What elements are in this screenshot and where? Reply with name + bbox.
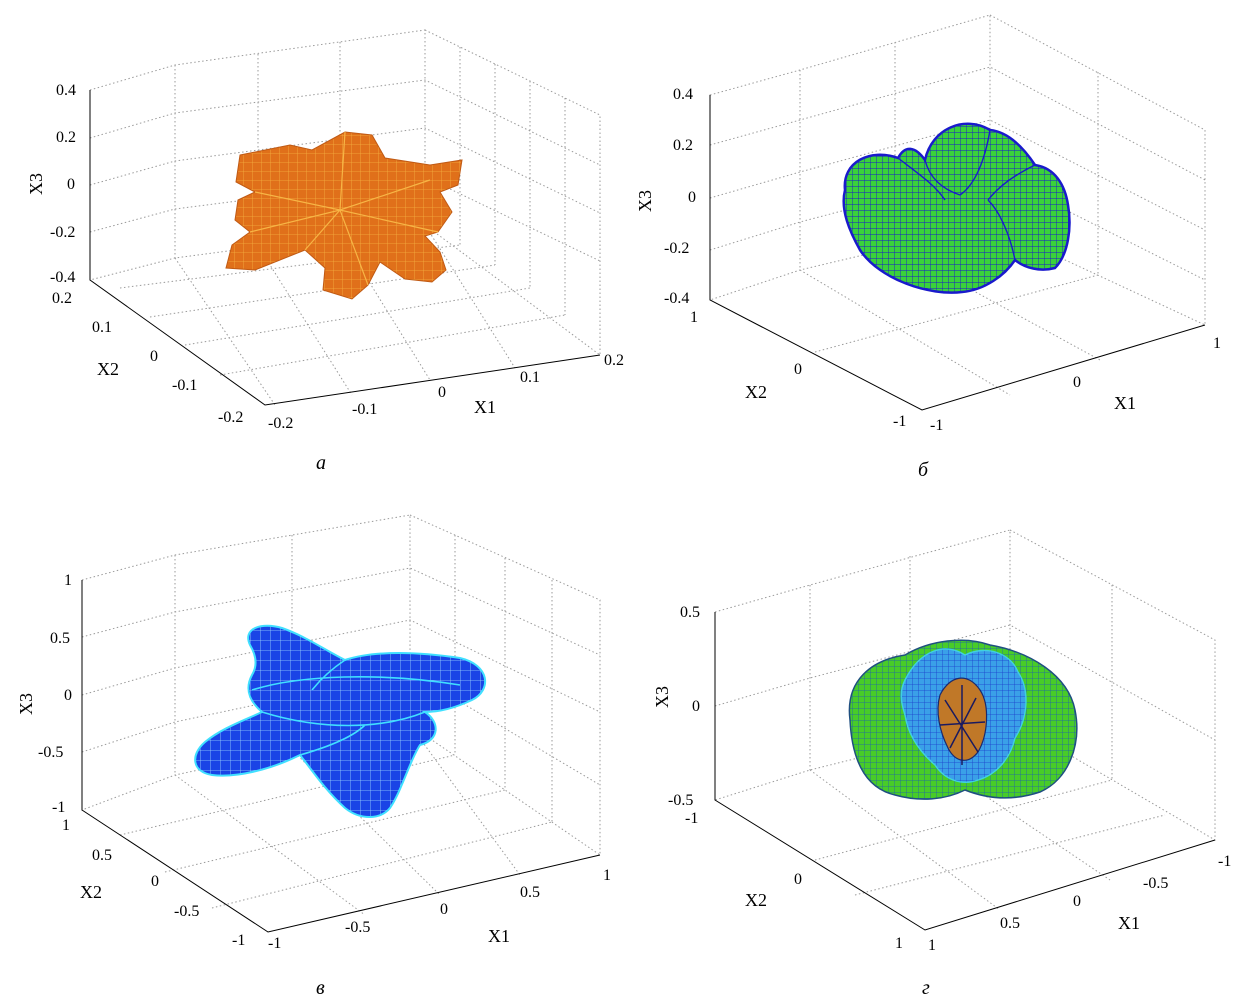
x-axis-label: X1 — [1114, 393, 1136, 413]
tick-label: -1 — [893, 413, 906, 430]
tick-label: 0.1 — [92, 319, 112, 336]
panel-b-axes — [709, 95, 1206, 411]
z-axis-label: X3 — [635, 190, 655, 212]
tick-label: 0.5 — [92, 847, 112, 864]
tick-label: -1 — [1218, 853, 1231, 870]
tick-label: -0.4 — [664, 290, 689, 307]
panel-a-y-ticks: 0.2 0.1 0 -0.1 -0.2 — [52, 290, 243, 426]
tick-label: 0 — [688, 189, 696, 206]
tick-label: -1 — [52, 799, 65, 816]
tick-label: 1 — [928, 937, 936, 954]
panel-a-x-ticks: -0.2 -0.1 0 0.1 0.2 — [268, 352, 624, 432]
tick-label: 0.2 — [673, 137, 693, 154]
tick-label: 1 — [1213, 335, 1221, 352]
panel-d-x-ticks: 1 0.5 0 -0.5 -1 — [928, 853, 1231, 954]
panel-a-surface — [225, 131, 463, 300]
tick-label: -0.2 — [50, 224, 75, 241]
x-axis-label: X1 — [488, 926, 510, 946]
tick-label: 0 — [692, 698, 700, 715]
tick-label: 0.4 — [673, 86, 693, 103]
tick-label: -0.5 — [174, 903, 199, 920]
y-axis-label: X2 — [97, 359, 119, 379]
panel-d-surface — [848, 639, 1078, 800]
panel-b-x-ticks: -1 0 1 — [930, 335, 1221, 434]
y-axis-label: X2 — [745, 382, 767, 402]
z-axis-label: X3 — [16, 693, 36, 715]
tick-label: 0.5 — [1000, 915, 1020, 932]
y-axis-label: X2 — [80, 882, 102, 902]
panel-d-y-ticks: -1 0 1 — [685, 810, 903, 952]
panel-d-z-ticks: 0.5 0 -0.5 — [668, 604, 700, 809]
panel-c-axes — [81, 580, 601, 933]
tick-label: 0 — [64, 687, 72, 704]
panel-c-surface — [194, 624, 487, 818]
tick-label: 0 — [150, 348, 158, 365]
panel-caption: а — [316, 452, 326, 474]
panel-c-y-ticks: 1 0.5 0 -0.5 -1 — [62, 817, 245, 949]
tick-label: -0.5 — [345, 919, 370, 936]
tick-label: 0.5 — [50, 630, 70, 647]
tick-label: 1 — [690, 309, 698, 326]
tick-label: -0.5 — [668, 792, 693, 809]
tick-label: 0 — [440, 901, 448, 918]
tick-label: -1 — [232, 932, 245, 949]
tick-label: 0.4 — [56, 82, 76, 99]
tick-label: 0.5 — [680, 604, 700, 621]
panel-c-x-ticks: -1 -0.5 0 0.5 1 — [268, 867, 611, 952]
panel-caption: г — [922, 977, 930, 999]
panel-b: 0.4 0.2 0 -0.2 -0.4 X3 1 0 -1 X2 -1 0 1 … — [635, 14, 1221, 481]
tick-label: 0.1 — [520, 369, 540, 386]
panel-a-axes — [89, 90, 601, 406]
tick-label: 0.2 — [52, 290, 72, 307]
panel-d: 0.5 0 -0.5 X3 -1 0 1 X2 1 0.5 0 -0.5 -1 … — [652, 529, 1231, 999]
tick-label: 0 — [151, 873, 159, 890]
tick-label: -0.1 — [352, 401, 377, 418]
tick-label: 0 — [1073, 374, 1081, 391]
x-axis-label: X1 — [474, 397, 496, 417]
panel-b-surface — [842, 122, 1071, 294]
panel-caption: б — [918, 459, 929, 481]
tick-label: 0.5 — [520, 884, 540, 901]
panel-b-z-ticks: 0.4 0.2 0 -0.2 -0.4 — [664, 86, 696, 307]
tick-label: 0 — [794, 871, 802, 888]
tick-label: 0 — [1073, 893, 1081, 910]
panel-c-grid — [81, 514, 601, 916]
panel-caption: в — [316, 977, 325, 999]
tick-label: -1 — [685, 810, 698, 827]
tick-label: 0 — [794, 361, 802, 378]
tick-label: -0.2 — [218, 409, 243, 426]
tick-label: 0 — [67, 176, 75, 193]
panel-d-axes — [714, 612, 1216, 931]
tick-label: 1 — [62, 817, 70, 834]
tick-label: 1 — [64, 572, 72, 589]
tick-label: -0.1 — [172, 377, 197, 394]
panel-a: 0.4 0.2 0 -0.2 -0.4 X3 0.2 0.1 0 -0.1 -0… — [26, 29, 624, 474]
tick-label: -0.4 — [50, 269, 75, 286]
tick-label: 0.2 — [56, 129, 76, 146]
panel-a-z-ticks: 0.4 0.2 0 -0.2 -0.4 — [50, 82, 76, 286]
tick-label: -0.2 — [664, 240, 689, 257]
x-axis-label: X1 — [1118, 913, 1140, 933]
tick-label: 0.2 — [604, 352, 624, 369]
y-axis-label: X2 — [745, 890, 767, 910]
tick-label: -1 — [268, 935, 281, 952]
tick-label: -1 — [930, 417, 943, 434]
tick-label: 0 — [438, 384, 446, 401]
panel-c: 1 0.5 0 -0.5 -1 X3 1 0.5 0 -0.5 -1 X2 -1… — [16, 514, 611, 999]
panel-c-z-ticks: 1 0.5 0 -0.5 -1 — [38, 572, 72, 816]
tick-label: 1 — [603, 867, 611, 884]
z-axis-label: X3 — [652, 686, 672, 708]
tick-label: -0.5 — [38, 744, 63, 761]
tick-label: -0.2 — [268, 415, 293, 432]
tick-label: -0.5 — [1143, 875, 1168, 892]
z-axis-label: X3 — [26, 173, 46, 195]
tick-label: 1 — [895, 935, 903, 952]
panel-b-y-ticks: 1 0 -1 — [690, 309, 906, 430]
